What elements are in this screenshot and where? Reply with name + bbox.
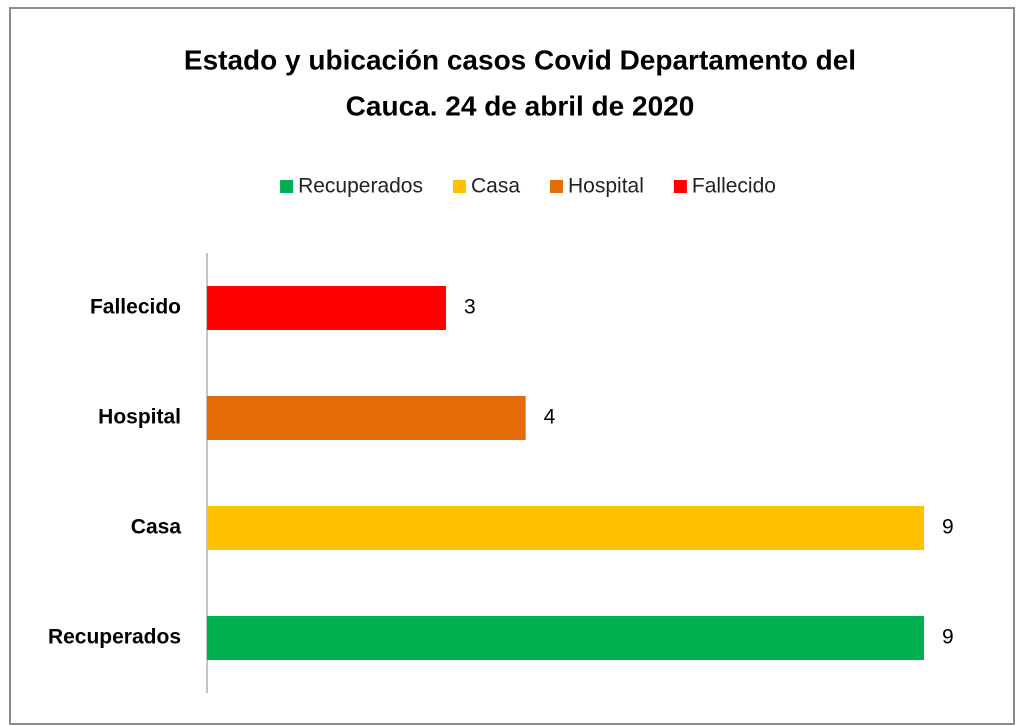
category-label: Hospital xyxy=(98,406,181,429)
chart-title: Estado y ubicación casos Covid Departame… xyxy=(184,44,856,75)
legend-swatch xyxy=(673,180,687,193)
category-label: Recuperados xyxy=(48,626,181,649)
bar xyxy=(207,616,924,660)
data-label: 9 xyxy=(942,626,954,649)
chart-frame xyxy=(9,7,1015,725)
legend-swatch xyxy=(550,180,564,193)
bar xyxy=(207,286,446,330)
chart-title: Cauca. 24 de abril de 2020 xyxy=(346,90,695,121)
legend-label: Recuperados xyxy=(298,175,423,198)
bar xyxy=(207,396,526,440)
legend-label: Hospital xyxy=(568,175,644,198)
category-label: Fallecido xyxy=(90,296,181,319)
legend-label: Fallecido xyxy=(692,175,776,198)
data-label: 3 xyxy=(464,296,476,319)
bar xyxy=(207,506,924,550)
data-label: 9 xyxy=(942,516,954,539)
legend-label: Casa xyxy=(471,175,520,198)
data-label: 4 xyxy=(544,406,556,429)
legend-swatch xyxy=(280,180,294,193)
category-label: Casa xyxy=(131,516,182,539)
legend-swatch xyxy=(452,180,466,193)
